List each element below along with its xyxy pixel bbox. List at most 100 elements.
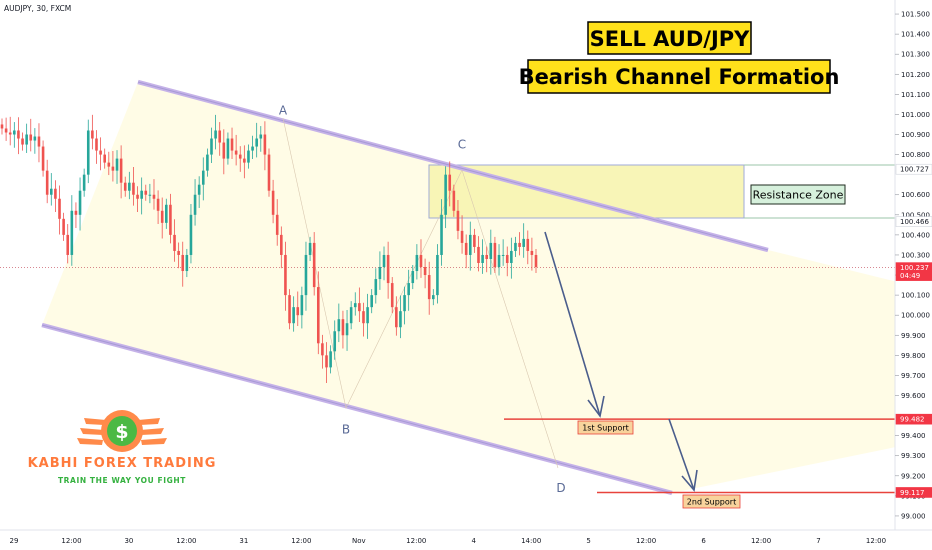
x-tick-label: 4	[471, 537, 476, 545]
candle-body	[210, 138, 213, 155]
time-axis-ticks: 29 12:00 30 12:00 31 12:00 Nov 12:00 4 14:00 5 12:0…	[10, 537, 887, 545]
candle-body	[432, 295, 435, 300]
candle-body	[78, 190, 82, 215]
title-box: SELL AUD/JPY	[587, 21, 752, 55]
candle-body	[341, 319, 345, 336]
candles	[0, 114, 538, 384]
candle-body	[37, 136, 41, 147]
candle-body	[165, 204, 168, 223]
symbol-label: AUDJPY, 30, FXCM	[4, 4, 71, 13]
price-badge	[895, 413, 932, 425]
price-badge	[895, 163, 932, 175]
candle-body	[86, 130, 90, 175]
candle-body	[218, 130, 222, 143]
candle-body	[436, 254, 439, 296]
support-label-2: 2nd Support	[682, 494, 741, 509]
logo: $ KABHI FOREX TRADING TRAIN THE WAY YOU …	[28, 410, 215, 485]
y-tick-label: 101.300	[901, 51, 930, 59]
candle-body	[4, 128, 8, 133]
candle-body	[201, 170, 205, 185]
candle-body	[300, 295, 304, 316]
candle-body	[292, 307, 295, 324]
x-tick-label: Nov	[352, 537, 366, 545]
candle-body	[353, 303, 357, 308]
candle-body	[222, 142, 226, 159]
candle-body	[296, 307, 300, 316]
candle-body	[197, 184, 201, 195]
candle-body	[152, 194, 156, 199]
candle-body	[481, 254, 484, 263]
price-badge	[895, 262, 932, 281]
candle-body	[123, 182, 127, 191]
candle-body	[54, 188, 57, 199]
wave-label-a: A	[279, 103, 288, 117]
candle-body	[448, 174, 452, 191]
candle-body	[128, 182, 131, 191]
logo-coin-inner-icon	[107, 416, 137, 446]
y-tick-label: 100.400	[901, 231, 930, 239]
candle-body	[378, 267, 382, 280]
subtitle-box: Bearish Channel Formation	[519, 59, 839, 94]
candle-body	[452, 190, 456, 211]
x-tick-label: 12:00	[636, 537, 656, 545]
candle-body	[21, 138, 24, 145]
y-tick-label: 100.800	[901, 151, 930, 159]
candle-body	[518, 242, 521, 247]
price-badge-label: 100.727	[900, 166, 929, 174]
candle-body	[103, 154, 106, 163]
time-axis	[0, 530, 932, 550]
candle-body	[74, 210, 78, 215]
y-tick-label: 99.400	[901, 432, 926, 440]
candle-body	[423, 267, 427, 276]
candle-body	[271, 190, 275, 215]
x-tick-label: 29	[10, 537, 19, 545]
candle-body	[345, 323, 349, 336]
candle-body	[193, 194, 197, 215]
wave-label-b: B	[342, 423, 350, 437]
candle-body	[156, 198, 160, 211]
candle-body	[374, 279, 378, 296]
candle-body	[29, 134, 33, 141]
support-label-1: 1st Support	[577, 420, 634, 435]
candle-body	[111, 166, 115, 171]
channel-lower-core	[41, 324, 673, 494]
candle-body	[95, 138, 98, 151]
candle-body	[325, 355, 328, 368]
candle-body	[419, 254, 423, 268]
candle-body	[510, 250, 513, 263]
candle-body	[189, 214, 193, 255]
candle-body	[280, 234, 283, 255]
candle-body	[226, 138, 230, 159]
candle-body	[444, 174, 447, 215]
candle-body	[99, 150, 102, 155]
candle-body	[259, 134, 263, 139]
candle-body	[247, 150, 250, 163]
candle-body	[386, 254, 390, 284]
price-badge-label: 100.466	[900, 218, 929, 226]
candle-body	[25, 134, 28, 145]
wave-label-c: C	[458, 138, 466, 152]
candle-body	[485, 254, 489, 259]
candle-body	[329, 351, 332, 368]
logo-wings-icon	[77, 418, 167, 445]
candle-body	[45, 170, 49, 195]
candle-body	[473, 234, 476, 247]
candle-body	[489, 242, 493, 259]
price-badge	[895, 487, 932, 498]
candle-body	[407, 283, 410, 296]
candle-body	[62, 218, 65, 235]
candle-body	[140, 190, 143, 199]
y-tick-label: 100.100	[901, 292, 930, 300]
x-tick-label: 7	[816, 537, 820, 545]
candle-body	[526, 238, 530, 251]
dollar-icon: $	[115, 421, 128, 443]
candle-body	[440, 214, 443, 255]
candle-body	[411, 271, 415, 284]
candle-body	[33, 136, 37, 141]
candle-body	[255, 138, 258, 147]
support-label-1-text: 1st Support	[582, 424, 629, 433]
candle-body	[41, 146, 45, 171]
y-tick-label: 101.200	[901, 71, 930, 79]
